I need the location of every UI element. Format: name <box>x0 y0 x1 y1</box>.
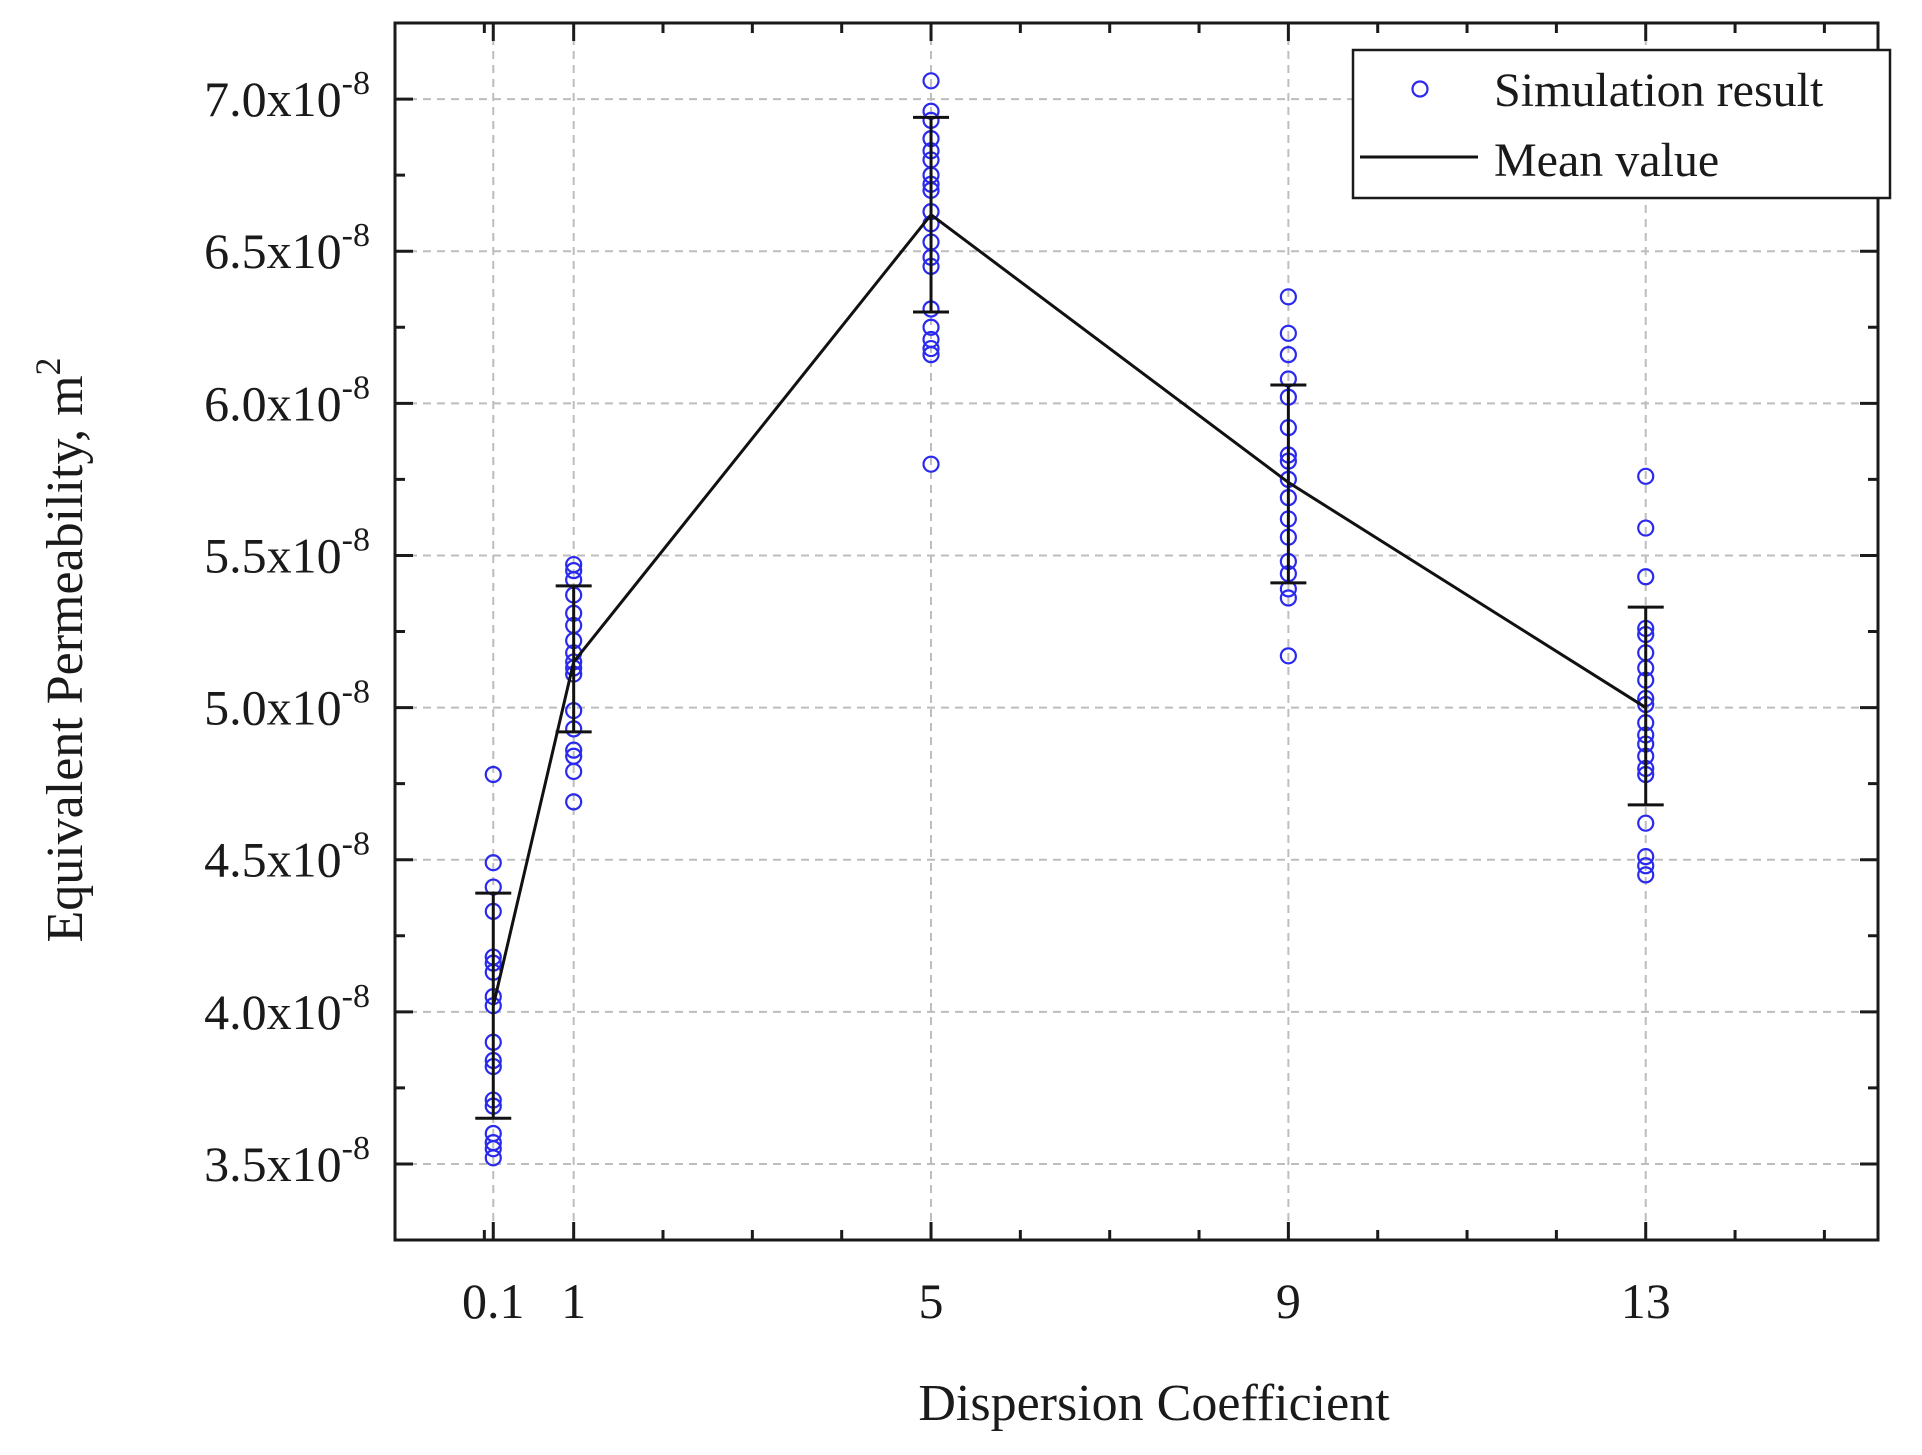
simulation-point <box>1637 814 1655 832</box>
y-tick-label: 3.5x10-8 <box>204 1130 370 1192</box>
y-axis-title-text: Equivalent Permeability, m <box>37 375 94 942</box>
grid <box>395 23 1878 1240</box>
plot-frame <box>393 21 1880 1242</box>
x-tick-label: 9 <box>1276 1273 1301 1329</box>
legend-box <box>1351 48 1892 200</box>
x-tick-label: 5 <box>919 1273 944 1329</box>
simulation-point <box>1637 857 1655 875</box>
simulation-point <box>1279 647 1297 665</box>
y-tick-label: 4.5x10-8 <box>204 826 370 888</box>
simulation-point <box>565 562 583 580</box>
simulation-point <box>484 1149 502 1167</box>
y-tick-label: 6.0x10-8 <box>204 369 370 431</box>
x-tick-label: 0.1 <box>462 1273 525 1329</box>
simulation-point <box>1637 848 1655 866</box>
x-axis-tick-labels: 0.1 1 5 9 13 <box>462 1273 1671 1329</box>
simulation-point <box>484 854 502 872</box>
simulation-point <box>484 765 502 784</box>
simulation-point <box>1279 589 1297 607</box>
legend-label-mean: Mean value <box>1494 134 1719 187</box>
simulation-point <box>565 762 583 781</box>
x-tick-label: 13 <box>1621 1273 1671 1329</box>
y-axis-title: Equivalent Permeability, m2 <box>28 357 94 942</box>
simulation-point <box>922 318 940 336</box>
y-tick-label: 5.5x10-8 <box>204 521 370 583</box>
simulation-point <box>1279 288 1297 306</box>
simulation-point <box>922 72 940 90</box>
simulation-point <box>1637 519 1655 537</box>
x-axis-title: Dispersion Coefficient <box>918 1375 1390 1432</box>
simulation-point <box>1637 568 1655 586</box>
simulation-point <box>1279 324 1297 342</box>
x-tick-label: 1 <box>561 1273 586 1329</box>
legend-marker-simulation <box>1411 80 1429 98</box>
legend-label-simulation: Simulation result <box>1494 64 1824 117</box>
axis-ticks <box>395 21 1878 1242</box>
simulation-point <box>565 793 583 811</box>
y-axis-title-superscript: 2 <box>28 357 68 375</box>
y-tick-label: 7.0x10-8 <box>204 65 370 127</box>
simulation-point <box>565 741 583 759</box>
simulation-point <box>922 455 940 473</box>
simulation-point <box>922 346 940 364</box>
y-tick-label: 5.0x10-8 <box>204 674 370 736</box>
y-axis-tick-labels: 3.5x10-8 4.0x10-8 4.5x10-8 5.0x10-8 5.5x10-8… <box>204 65 370 1192</box>
mean-value-line <box>491 212 1647 1007</box>
y-tick-label: 6.5x10-8 <box>204 217 370 279</box>
simulation-point <box>1637 467 1655 485</box>
y-tick-label: 4.0x10-8 <box>204 978 370 1040</box>
plot-area <box>475 72 1664 1167</box>
simulation-point <box>922 339 940 358</box>
simulation-point <box>484 1140 502 1158</box>
legend: Simulation result Mean value <box>1351 48 1892 200</box>
simulation-point <box>1279 346 1297 364</box>
simulation-point <box>1637 866 1655 884</box>
